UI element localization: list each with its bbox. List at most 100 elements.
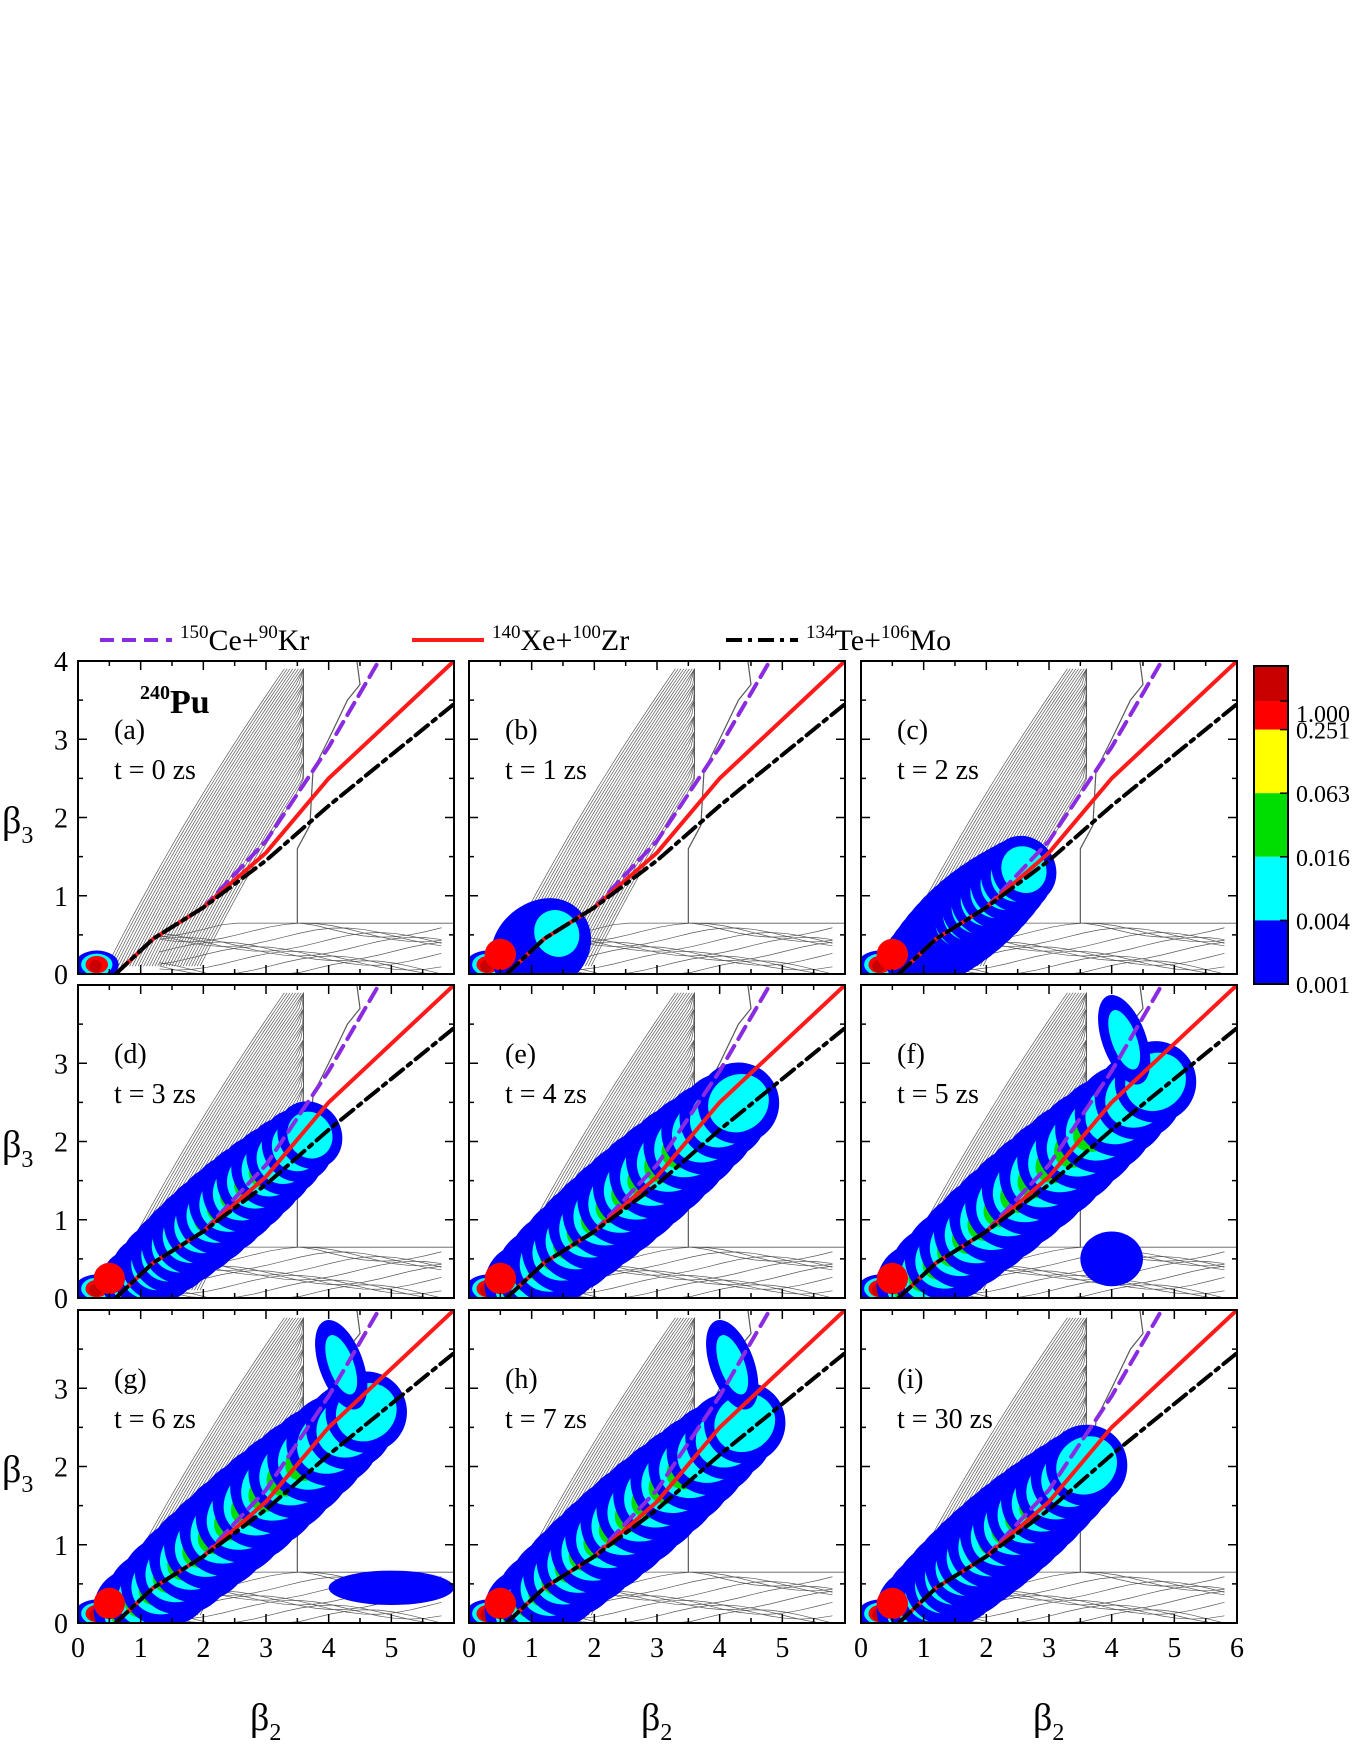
contour-line: [159, 1275, 442, 1295]
colorbar-segment: [1254, 856, 1288, 921]
plot-area: [861, 985, 1237, 1298]
x-tick-label: 1: [917, 1633, 931, 1664]
axis-labels: β3 β3 β3 β2 β2 β2: [2, 800, 1064, 1746]
y-tick-label: 0: [54, 1609, 68, 1640]
panel-label: (e): [505, 1039, 536, 1070]
y-tick-label: 1: [54, 1206, 68, 1237]
contour-line: [550, 1275, 833, 1295]
contour-line: [550, 922, 833, 943]
contour-line: [942, 1600, 1225, 1620]
panel-d: 0 1 2 3 (d) t = 3 zs: [54, 984, 455, 1315]
density-blob: [716, 1335, 749, 1395]
contour-line: [143, 668, 304, 967]
panel-f: (f) t = 5 zs: [860, 984, 1238, 1299]
legend-entry: 140Xe+100Zr: [412, 622, 629, 657]
contour-line: [942, 955, 1225, 974]
density-blob: [876, 1262, 908, 1295]
density-blob: [1080, 1231, 1143, 1287]
x-tick-label: 4: [713, 1633, 727, 1664]
contour-line: [148, 668, 304, 967]
panel-b: (b) t = 1 zs: [468, 660, 846, 975]
legend-label: 134Te+106Mo: [806, 622, 951, 657]
x-tick-label: 0: [854, 1633, 868, 1664]
y-tick-label: 2: [54, 804, 68, 835]
x-tick-label: 3: [650, 1633, 664, 1664]
panel-label: (b): [505, 715, 538, 746]
density-blob: [325, 1335, 358, 1395]
contour-line: [129, 668, 304, 967]
colorbar-segment: [1254, 700, 1288, 730]
x-tick-label: 5: [775, 1633, 789, 1664]
legend-entry: 150Ce+90Kr: [100, 622, 309, 657]
contour-line: [159, 946, 442, 966]
fission-path-134Te+106Mo: [896, 1351, 1237, 1623]
contour-line: [159, 1279, 442, 1298]
contour-line: [126, 668, 304, 967]
plot-area: [861, 661, 1237, 974]
panel-time: t = 0 zs: [114, 755, 196, 786]
contour-boundary: [296, 661, 361, 924]
colorbar-segment: [1254, 793, 1288, 857]
panel-grid: 0 1 2 3 4 (a) t = 0 zs 240Pu (b) t = 1 zs (c) t = 2…: [54, 647, 1244, 1664]
contour-line: [550, 932, 833, 952]
contour-boundary: [687, 661, 752, 924]
panel-label: (g): [114, 1364, 147, 1395]
fission-path-134Te+106Mo: [113, 702, 454, 974]
contour-line: [159, 951, 442, 971]
y-tick-label: 1: [54, 1531, 68, 1562]
plot-area: [469, 661, 845, 974]
x-tick-label: 2: [979, 1633, 993, 1664]
contour-line: [159, 1270, 442, 1290]
x-tick-label: 1: [134, 1633, 148, 1664]
panel-time: t = 30 zs: [897, 1404, 993, 1435]
density-blob: [287, 1111, 333, 1159]
panel-c: (c) t = 2 zs: [860, 660, 1238, 975]
colorbar-segment: [1254, 920, 1288, 984]
panel-label: (c): [897, 715, 928, 746]
fission-path-134Te+106Mo: [113, 1351, 454, 1623]
contour-line: [132, 668, 304, 967]
fission-path-134Te+106Mo: [896, 702, 1237, 974]
contour-line: [134, 668, 304, 967]
density-blob: [714, 1393, 776, 1453]
legend-entry: 134Te+106Mo: [726, 622, 951, 657]
contour-line: [942, 1275, 1225, 1295]
plot-area: [469, 985, 845, 1298]
contour-line: [151, 668, 304, 967]
contour-line: [550, 1279, 833, 1298]
y-tick-label: 3: [54, 725, 68, 756]
density-blob: [708, 1073, 769, 1133]
density-blob: [484, 938, 516, 971]
x-tick-label: 4: [322, 1633, 336, 1664]
y-tick-label: 0: [54, 1284, 68, 1315]
y-tick-label: 2: [54, 1453, 68, 1484]
fission-path-134Te+106Mo: [504, 702, 845, 974]
density-blob: [876, 1587, 908, 1620]
panel-time: t = 6 zs: [114, 1404, 196, 1435]
legend: 150Ce+90Kr 140Xe+100Zr 134Te+106Mo: [100, 622, 951, 657]
x-tick-label: 5: [1167, 1633, 1181, 1664]
panel-label: (a): [114, 715, 145, 746]
density-blob: [1108, 1010, 1141, 1070]
colorbar-segment: [1254, 666, 1288, 705]
y-tick-label: 3: [54, 1374, 68, 1405]
density-blob: [484, 1262, 516, 1295]
contour-line: [568, 668, 695, 967]
contour-line: [157, 668, 304, 967]
x-tick-label: 0: [71, 1633, 85, 1664]
contour-line: [194, 668, 304, 967]
contour-boundary: [1079, 661, 1144, 924]
plot-area: [469, 1310, 845, 1623]
colorbar-label: 0.251: [1296, 719, 1350, 745]
contour-line: [159, 1604, 442, 1623]
x-tick-label: 4: [1105, 1633, 1119, 1664]
x-tick-label: 5: [384, 1633, 398, 1664]
colorbar-segment: [1254, 729, 1288, 794]
contour-line: [550, 1604, 833, 1623]
density-blob: [89, 959, 102, 973]
density-blob: [328, 1570, 454, 1605]
colorbar-label: 1.000: [1296, 702, 1350, 728]
plot-area: [78, 985, 454, 1298]
panel-label: (i): [897, 1364, 923, 1395]
contour-line: [140, 668, 304, 967]
